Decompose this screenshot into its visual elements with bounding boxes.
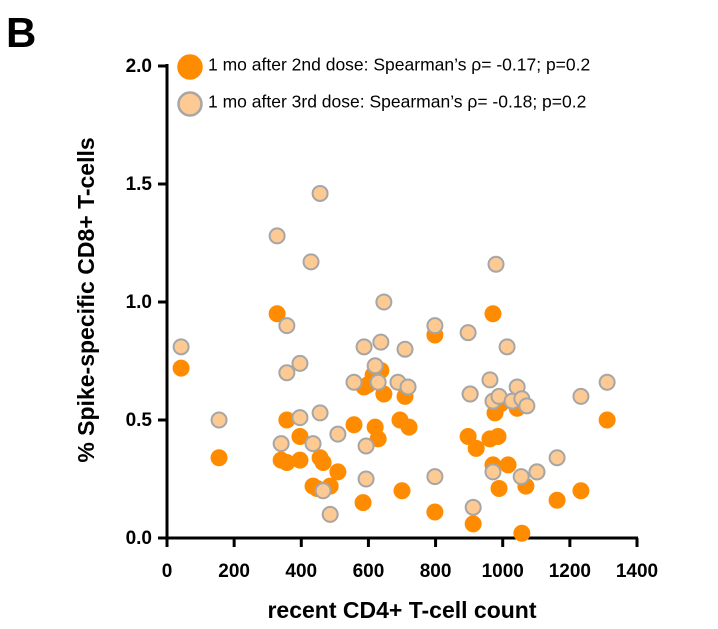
x-tick-label: 1200 xyxy=(549,561,591,582)
point xyxy=(172,359,190,377)
y-tick-label: 0.0 xyxy=(126,528,152,549)
point xyxy=(345,373,363,391)
x-tick-label: 1400 xyxy=(616,561,658,582)
panel-label: B xyxy=(6,9,36,56)
legend-marker xyxy=(177,91,203,117)
point xyxy=(528,463,546,481)
y-tick-label: 1.0 xyxy=(126,292,152,313)
point xyxy=(172,338,190,356)
point xyxy=(598,411,616,429)
point xyxy=(210,449,228,467)
point xyxy=(426,468,444,486)
point xyxy=(464,498,482,516)
point xyxy=(459,428,477,446)
point xyxy=(329,425,347,443)
x-tick-label: 400 xyxy=(285,561,317,582)
point xyxy=(489,428,507,446)
point xyxy=(311,404,329,422)
point xyxy=(598,373,616,391)
point xyxy=(572,482,590,500)
y-tick-label: 2.0 xyxy=(126,56,152,77)
point xyxy=(268,305,286,323)
point xyxy=(304,435,322,453)
point xyxy=(357,470,375,488)
point xyxy=(512,468,530,486)
point xyxy=(548,491,566,509)
point xyxy=(291,428,309,446)
y-tick-label: 0.5 xyxy=(126,410,153,431)
legend-label: 1 mo after 3rd dose: Spearman’s ρ= -0.18… xyxy=(208,92,586,112)
y-axis-label: % Spike-specific CD8+ T-cells xyxy=(73,137,99,462)
x-tick-label: 800 xyxy=(420,561,452,582)
legend-marker xyxy=(177,54,203,80)
point xyxy=(357,437,375,455)
point xyxy=(484,463,502,481)
y-tick-label: 1.5 xyxy=(126,174,153,195)
point xyxy=(499,456,517,474)
point xyxy=(393,482,411,500)
point xyxy=(302,253,320,271)
point xyxy=(314,482,332,500)
point xyxy=(426,503,444,521)
point xyxy=(484,305,502,323)
point xyxy=(464,515,482,533)
point xyxy=(278,364,296,382)
point xyxy=(369,373,387,391)
point xyxy=(321,505,339,523)
x-axis-label: recent CD4+ T-cell count xyxy=(267,597,536,623)
point xyxy=(467,439,485,457)
point xyxy=(272,435,290,453)
point xyxy=(498,338,516,356)
point xyxy=(400,418,418,436)
point xyxy=(278,317,296,335)
point xyxy=(461,385,479,403)
point xyxy=(329,463,347,481)
x-tick-label: 0 xyxy=(162,561,173,582)
point xyxy=(366,357,384,375)
point xyxy=(487,255,505,273)
point xyxy=(459,324,477,342)
point xyxy=(518,397,536,415)
point xyxy=(396,340,414,358)
point xyxy=(314,453,332,471)
x-tick-label: 1000 xyxy=(482,561,524,582)
point xyxy=(426,317,444,335)
point xyxy=(354,494,372,512)
point xyxy=(372,333,390,351)
point xyxy=(268,227,286,245)
point xyxy=(311,184,329,202)
x-tick-label: 200 xyxy=(218,561,250,582)
legend-label: 1 mo after 2nd dose: Spearman’s ρ= -0.17… xyxy=(208,55,590,75)
point xyxy=(490,479,508,497)
point xyxy=(375,293,393,311)
point xyxy=(355,338,373,356)
point xyxy=(548,449,566,467)
point xyxy=(481,371,499,389)
point xyxy=(513,524,531,542)
point xyxy=(345,416,363,434)
point xyxy=(291,354,309,372)
point xyxy=(210,411,228,429)
point xyxy=(399,378,417,396)
point xyxy=(291,451,309,469)
point xyxy=(291,409,309,427)
point xyxy=(572,387,590,405)
x-tick-label: 600 xyxy=(353,561,385,582)
